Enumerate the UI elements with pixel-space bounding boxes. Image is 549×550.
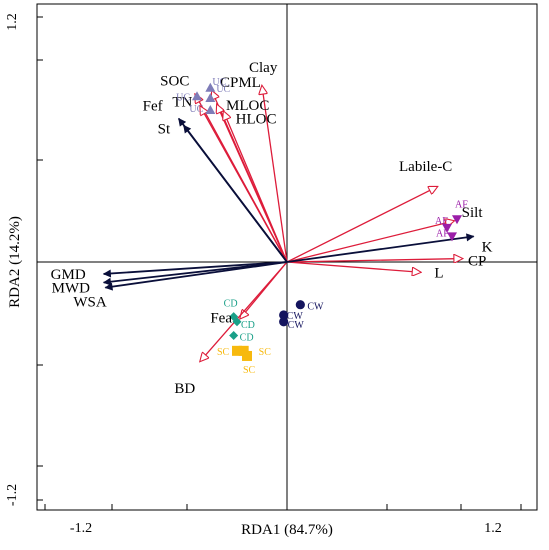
point-label-af: AF <box>436 228 449 239</box>
vector-label-cp: CP <box>468 254 486 270</box>
frame-ticks <box>37 16 522 510</box>
point-cd <box>229 330 239 340</box>
y-tick-label: 1.2 <box>5 13 20 31</box>
point-label-cw: CW <box>288 320 305 331</box>
vector-label-mloc: MLOC <box>226 98 269 114</box>
vector-bd <box>200 261 288 361</box>
y-axis-title: RDA2 (14.2%) <box>7 216 23 308</box>
point-uc <box>192 91 202 101</box>
vector-tn <box>200 107 288 263</box>
vector-label-k: K <box>482 239 493 255</box>
vector-label-bd: BD <box>174 381 195 397</box>
axis-titles: RDA1 (84.7%) RDA2 (14.2%) <box>7 216 333 538</box>
point-cw <box>279 317 289 327</box>
point-label-cd: CD <box>240 332 254 343</box>
point-af <box>442 223 452 233</box>
vector-wsa <box>104 261 288 291</box>
vector-k <box>286 233 475 263</box>
x-tick-label: -1.2 <box>70 521 92 536</box>
vector-label-soc: SOC <box>160 74 189 90</box>
vector-label-tn: TN <box>172 95 192 111</box>
vector-hloc <box>224 112 288 263</box>
vector-label-st: St <box>158 121 171 137</box>
vector-label-l: L <box>434 265 443 281</box>
y-tick-label: -1.2 <box>5 484 20 506</box>
red-vectors <box>195 86 462 361</box>
vector-gmd <box>102 261 288 278</box>
point-label-uc: UC <box>212 77 226 88</box>
point-label-uc: UC <box>189 104 203 115</box>
point-cw <box>279 310 289 320</box>
vector-label-gmd: GMD <box>51 267 86 283</box>
black-vectors <box>102 117 475 291</box>
point-label-sc: SC <box>217 347 230 358</box>
vector-l <box>286 261 420 272</box>
vector-label-silt: Silt <box>462 205 484 221</box>
point-af <box>447 232 457 242</box>
vector-label-hloc: HLOC <box>236 112 277 128</box>
point-label-uc: UC <box>216 84 230 95</box>
point-af <box>452 215 462 225</box>
point-label-uc: UC <box>176 92 190 103</box>
vector-label-cpml: CPML <box>220 75 261 91</box>
vector-label-clay: Clay <box>249 60 278 76</box>
point-uc <box>205 82 216 92</box>
point-label-af: AF <box>455 199 468 210</box>
point-label-cd: CD <box>224 299 238 310</box>
point-uc <box>205 104 216 114</box>
vector-label-wsa: WSA <box>73 295 107 311</box>
vector-cp <box>286 259 462 262</box>
point-sc <box>242 350 252 361</box>
point-label-cw: CW <box>287 311 304 322</box>
point-label-af: AF <box>435 216 448 227</box>
vector-labile-c <box>286 187 437 263</box>
x-tick-label: 1.2 <box>484 521 502 536</box>
point-label-cw: CW <box>307 302 324 313</box>
vector-label-labile-c: Labile-C <box>399 159 452 175</box>
vector-label-mwd: MWD <box>52 281 90 297</box>
x-axis-title: RDA1 (84.7%) <box>241 522 333 538</box>
vector-st <box>182 124 288 263</box>
vector-label-fef: Fef <box>143 99 163 115</box>
point-uc <box>205 93 216 102</box>
point-label-sc: SC <box>243 365 256 376</box>
point-cw <box>295 300 305 310</box>
point-label-cd: CD <box>241 320 255 331</box>
point-cd <box>232 317 242 327</box>
point-sc <box>238 345 249 356</box>
point-sc <box>232 345 242 356</box>
vector-silt <box>286 221 454 263</box>
vector-clay <box>262 86 288 263</box>
tick-labels: -1.2 1.2 1.2 -1.2 <box>5 13 502 536</box>
point-label-sc: SC <box>259 347 272 358</box>
site-points <box>192 82 462 361</box>
vector-label-fea: Fea <box>210 310 232 326</box>
